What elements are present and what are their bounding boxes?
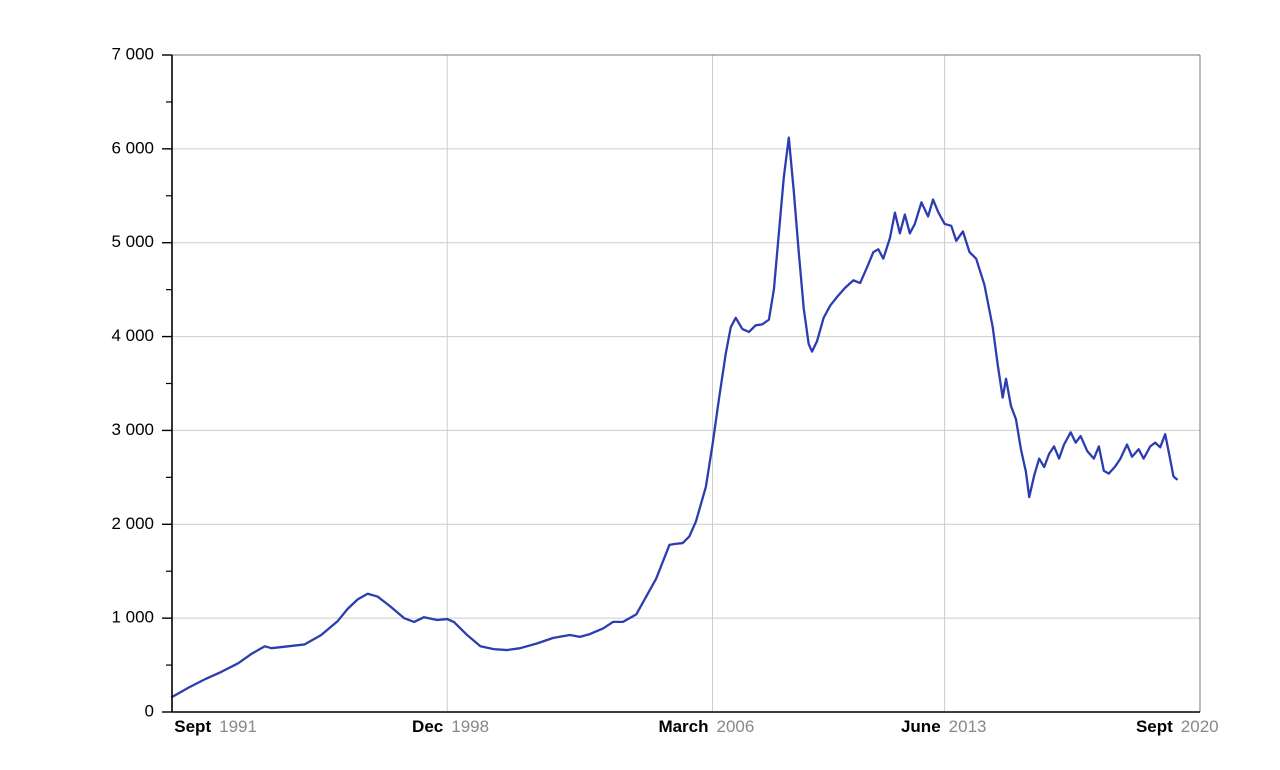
y-tick-label: 5 000 bbox=[111, 232, 154, 251]
y-tick-label: 6 000 bbox=[111, 138, 154, 157]
x-tick-month: Dec bbox=[412, 717, 443, 736]
x-tick-month: Sept bbox=[174, 717, 211, 736]
y-tick-label: 1 000 bbox=[111, 608, 154, 627]
y-tick-label: 4 000 bbox=[111, 326, 154, 345]
x-tick-month: Sept bbox=[1136, 717, 1173, 736]
x-tick-year: 1991 bbox=[219, 717, 257, 736]
line-chart: 0 1 000 2 000 3 000 4 000 5 000 6 000 7 000 1991… bbox=[0, 0, 1280, 770]
y-tick-label: 2 000 bbox=[111, 514, 154, 533]
chart-svg: 0 1 000 2 000 3 000 4 000 5 000 6 000 7 000 1991… bbox=[0, 0, 1280, 770]
y-tick-label: 3 000 bbox=[111, 420, 154, 439]
x-tick-month: June bbox=[901, 717, 941, 736]
y-tick-label: 0 bbox=[145, 701, 154, 720]
x-tick-year: 2020 bbox=[1181, 717, 1219, 736]
x-tick-year: 2013 bbox=[949, 717, 987, 736]
x-tick-year: 1998 bbox=[451, 717, 489, 736]
y-tick-label: 7 000 bbox=[111, 44, 154, 63]
x-tick-month: March bbox=[658, 717, 708, 736]
x-tick-year: 2006 bbox=[717, 717, 755, 736]
